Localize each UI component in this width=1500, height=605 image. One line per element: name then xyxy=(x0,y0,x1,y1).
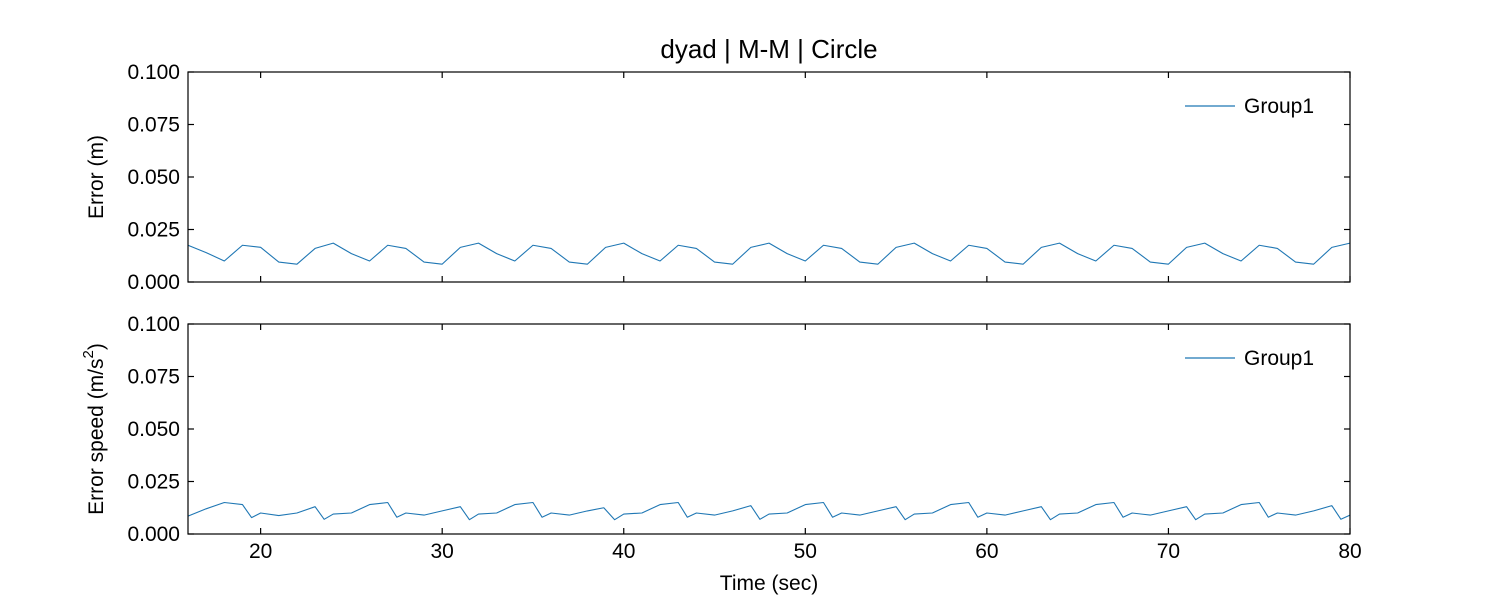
x-tick-label: 20 xyxy=(249,540,272,563)
y-tick-label: 0.000 xyxy=(127,271,180,294)
axes-frame xyxy=(187,323,1351,535)
y-tick-label: 0.025 xyxy=(127,471,180,494)
y-axis-label: Error speed (m/s2) xyxy=(80,343,108,515)
x-tick-label: 70 xyxy=(1157,540,1180,563)
x-axis-label: Time (sec) xyxy=(720,572,818,595)
chart-title: dyad | M-M | Circle xyxy=(660,34,877,64)
legend: Group1 xyxy=(1185,95,1314,118)
axes-frame xyxy=(187,71,1351,283)
x-tick-label: 30 xyxy=(431,540,454,563)
panel-2: 20 30 40 50 60 70 80 0.000 0.025 0.050 0.075 0.100 E… xyxy=(80,313,1362,595)
x-tick-label: 50 xyxy=(794,540,817,563)
x-tick-label: 40 xyxy=(612,540,635,563)
x-tick-label: 60 xyxy=(975,540,998,563)
y-tick-label: 0.100 xyxy=(127,61,180,84)
series-line-group1 xyxy=(187,501,1351,521)
y-tick-label: 0.075 xyxy=(127,114,180,137)
legend-label: Group1 xyxy=(1244,95,1314,118)
y-tick-label: 0.100 xyxy=(127,313,180,336)
y-tick-label: 0.050 xyxy=(127,418,180,441)
y-tick-label: 0.000 xyxy=(127,523,180,546)
y-axis-label: Error (m) xyxy=(85,135,108,219)
legend: Group1 xyxy=(1185,347,1314,370)
y-tick-label: 0.075 xyxy=(127,366,180,389)
y-tick-label: 0.050 xyxy=(127,166,180,189)
series-line-group1 xyxy=(187,242,1351,265)
panel-1: dyad | M-M | Circle 0.000 0.025 0.050 0.075 0… xyxy=(85,34,1351,294)
legend-label: Group1 xyxy=(1244,347,1314,370)
x-tick-label: 80 xyxy=(1338,540,1361,563)
y-tick-label: 0.025 xyxy=(127,219,180,242)
